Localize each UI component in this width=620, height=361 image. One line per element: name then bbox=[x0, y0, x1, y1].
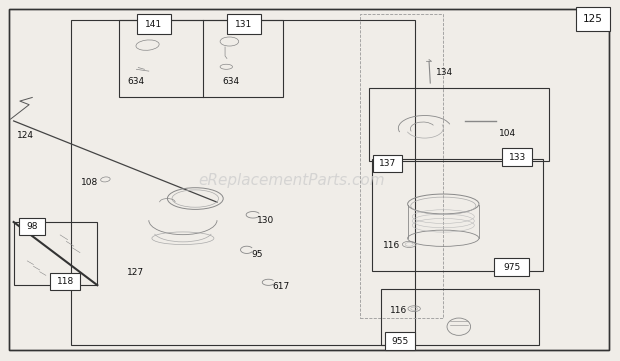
Bar bbox=[385, 332, 415, 350]
Bar bbox=[369, 88, 549, 161]
Text: 134: 134 bbox=[436, 68, 453, 77]
Bar bbox=[381, 289, 539, 345]
Bar bbox=[119, 20, 283, 97]
Text: 108: 108 bbox=[81, 178, 98, 187]
Text: 130: 130 bbox=[257, 216, 275, 225]
Text: eReplacementParts.com: eReplacementParts.com bbox=[198, 173, 385, 188]
Bar bbox=[373, 155, 402, 172]
Text: 104: 104 bbox=[499, 129, 516, 138]
Bar bbox=[50, 273, 80, 290]
Text: 975: 975 bbox=[503, 263, 520, 271]
Text: 127: 127 bbox=[127, 268, 144, 277]
Bar bbox=[14, 222, 97, 285]
Bar bbox=[495, 258, 529, 276]
Bar bbox=[71, 20, 415, 345]
Text: 617: 617 bbox=[273, 283, 290, 291]
Bar bbox=[360, 14, 443, 318]
Bar bbox=[372, 159, 542, 271]
Text: 98: 98 bbox=[27, 222, 38, 231]
Text: 116: 116 bbox=[383, 241, 401, 250]
Text: 116: 116 bbox=[390, 306, 407, 315]
Text: 95: 95 bbox=[251, 250, 263, 259]
Text: 124: 124 bbox=[17, 131, 34, 140]
Text: 133: 133 bbox=[508, 153, 526, 161]
Text: 955: 955 bbox=[391, 337, 409, 345]
Text: 118: 118 bbox=[56, 277, 74, 286]
Text: 125: 125 bbox=[583, 14, 603, 24]
Bar bbox=[575, 7, 609, 31]
Bar bbox=[227, 14, 260, 34]
Text: 634: 634 bbox=[222, 77, 239, 86]
Text: 141: 141 bbox=[145, 20, 162, 29]
Text: 634: 634 bbox=[127, 77, 144, 86]
Text: 137: 137 bbox=[379, 159, 396, 168]
Bar bbox=[19, 218, 45, 235]
Bar bbox=[502, 148, 532, 166]
Text: 131: 131 bbox=[235, 20, 252, 29]
Bar bbox=[136, 14, 171, 34]
